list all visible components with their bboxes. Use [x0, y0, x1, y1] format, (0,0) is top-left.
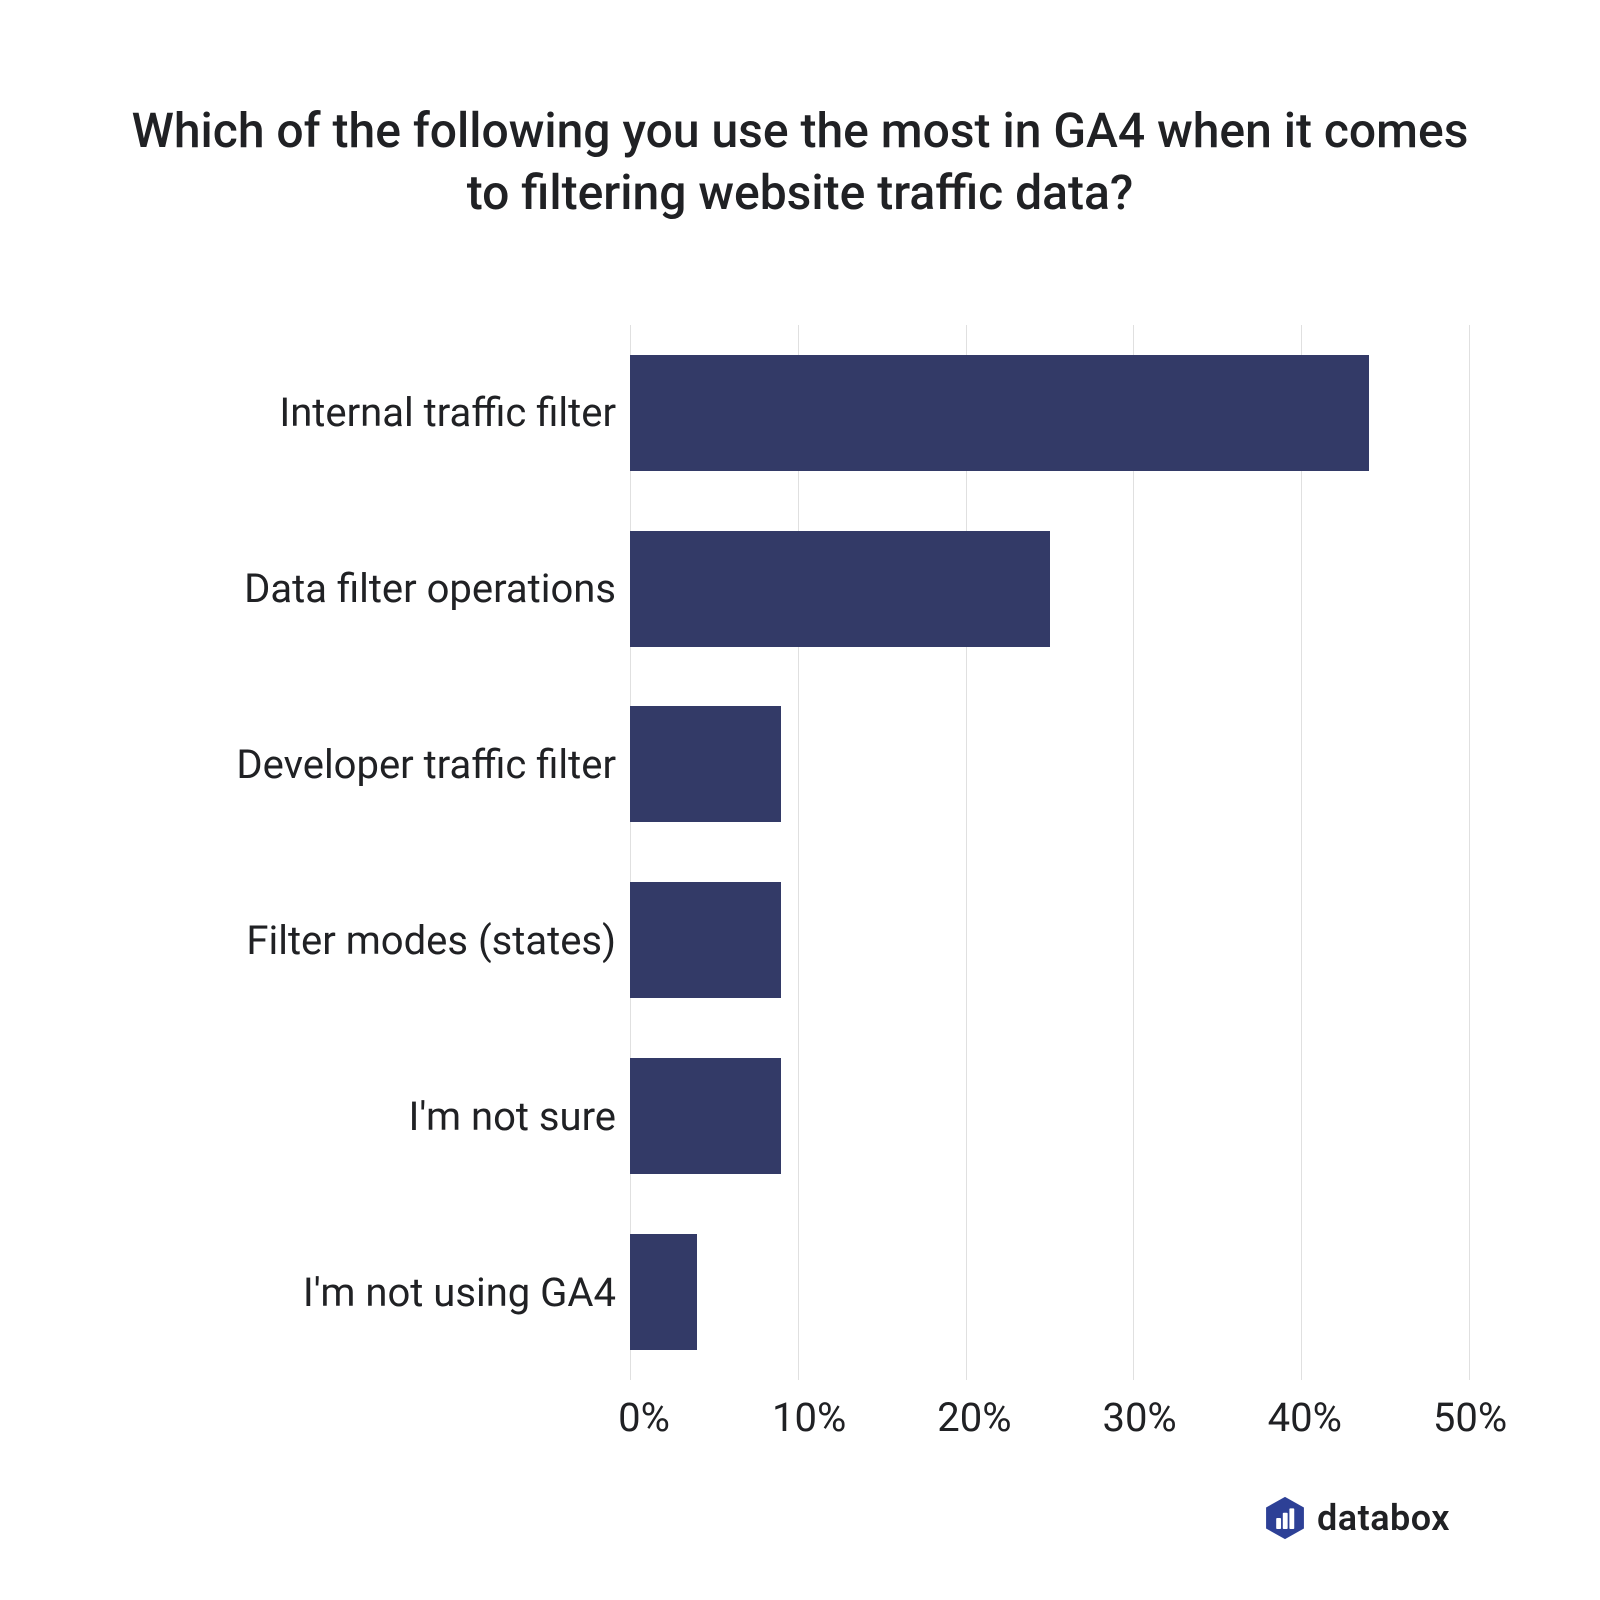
brand-name: databox	[1317, 1497, 1450, 1539]
x-axis-tick-label: 0%	[618, 1394, 670, 1441]
bar-row	[630, 531, 1470, 647]
x-axis-spacer	[130, 1380, 644, 1440]
y-axis-label: I'm not sure	[130, 1093, 616, 1140]
databox-logo-icon	[1263, 1496, 1307, 1540]
chart-title: Which of the following you use the most …	[130, 100, 1470, 225]
bar-row	[630, 706, 1470, 822]
chart-area: Internal traffic filter Data filter opera…	[130, 325, 1470, 1440]
y-axis-label: Filter modes (states)	[130, 917, 616, 964]
x-axis-ticks: 0%10%20%30%40%50%	[644, 1380, 1470, 1440]
bar	[630, 531, 1050, 647]
bar	[630, 1234, 697, 1350]
x-axis-tick-label: 20%	[937, 1394, 1011, 1441]
y-axis-label: I'm not using GA4	[130, 1269, 616, 1316]
bar-row	[630, 355, 1470, 471]
bars	[630, 325, 1470, 1380]
y-axis-label: Internal traffic filter	[130, 389, 616, 436]
x-axis-tick-label: 50%	[1433, 1394, 1507, 1441]
bars-region	[630, 325, 1470, 1380]
bar	[630, 355, 1369, 471]
chart-container: Which of the following you use the most …	[0, 0, 1600, 1600]
bar	[630, 706, 781, 822]
x-axis-tick-label: 30%	[1102, 1394, 1176, 1441]
y-axis-label: Developer traffic filter	[130, 741, 616, 788]
brand-logo: databox	[1263, 1496, 1450, 1540]
bar-row	[630, 882, 1470, 998]
y-axis-label: Data filter operations	[130, 565, 616, 612]
x-axis: 0%10%20%30%40%50%	[130, 1380, 1470, 1440]
y-axis-labels: Internal traffic filter Data filter opera…	[130, 325, 630, 1380]
bar	[630, 1058, 781, 1174]
bar	[630, 882, 781, 998]
bar-row	[630, 1058, 1470, 1174]
bar-row	[630, 1234, 1470, 1350]
plot-region: Internal traffic filter Data filter opera…	[130, 325, 1470, 1380]
x-axis-tick-label: 40%	[1268, 1394, 1342, 1441]
x-axis-tick-label: 10%	[772, 1394, 846, 1441]
